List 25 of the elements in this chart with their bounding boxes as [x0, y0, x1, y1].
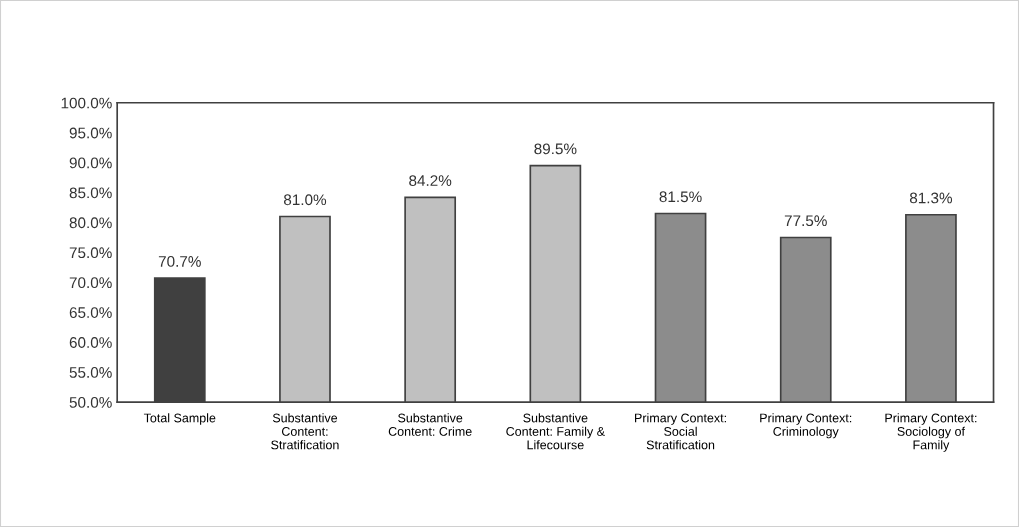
data-label: 84.2%: [409, 175, 452, 186]
x-tick-label: Substantive Content: Stratification: [271, 413, 339, 450]
y-tick-label: 60.0%: [69, 337, 112, 348]
x-tick-label: Substantive Content: Family & Lifecourse: [506, 413, 605, 450]
y-tick-label: 85.0%: [69, 187, 112, 199]
y-tick-label: 95.0%: [69, 127, 112, 139]
y-tick-label: 80.0%: [69, 217, 112, 229]
y-tick-label: 100.0%: [61, 97, 112, 109]
data-label: 89.5%: [534, 143, 577, 155]
data-label: 81.5%: [659, 191, 702, 203]
data-label: 81.0%: [283, 194, 327, 206]
data-label: 77.5%: [784, 215, 827, 227]
x-tick-label: Total Sample: [143, 413, 216, 425]
x-tick-label: Primary Context: Sociology of Family: [885, 413, 977, 452]
x-tick-label: Primary Context: Criminology: [760, 413, 852, 439]
x-tick-label: Primary Context: Social Stratification: [635, 413, 726, 450]
y-tick-label: 75.0%: [69, 247, 112, 259]
x-tick-label: Substantive Content: Crime: [388, 413, 472, 436]
y-tick-label: 55.0%: [69, 367, 112, 378]
y-tick-label: 50.0%: [69, 396, 112, 408]
data-label: 81.3%: [909, 192, 953, 204]
data-label: 70.7%: [158, 256, 201, 267]
y-tick-label: 90.0%: [69, 157, 112, 169]
y-tick-label: 70.0%: [69, 277, 112, 289]
y-tick-label: 65.0%: [69, 307, 112, 318]
